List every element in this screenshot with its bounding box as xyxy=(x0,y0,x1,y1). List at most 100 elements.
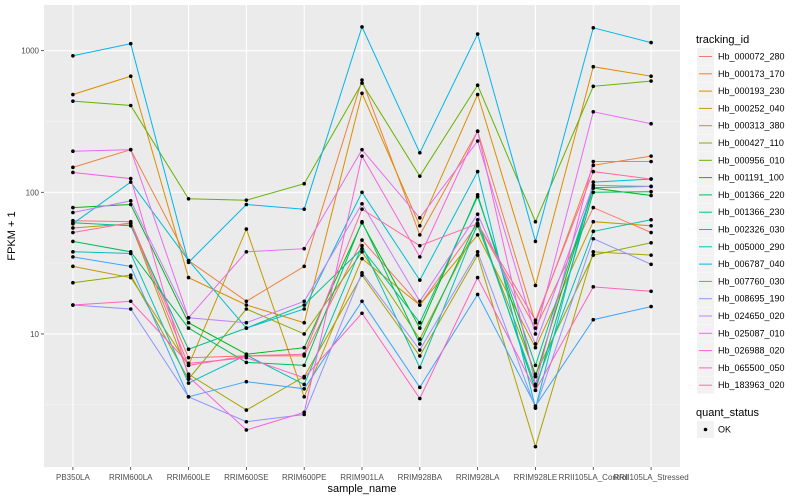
data-point xyxy=(360,81,364,85)
data-point xyxy=(71,239,75,244)
data-point xyxy=(244,307,249,311)
data-point xyxy=(533,283,538,288)
data-point xyxy=(591,205,596,210)
data-point xyxy=(533,318,538,323)
y-axis-title: FPKM + 1 xyxy=(6,211,18,260)
data-point xyxy=(360,190,364,195)
legend-label: Hb_026988_020 xyxy=(718,346,785,356)
legend-label: Hb_008695_190 xyxy=(718,294,785,304)
data-point xyxy=(128,251,133,256)
data-point xyxy=(302,382,306,387)
data-point xyxy=(128,103,133,108)
x-tick-label: RRIM600PE xyxy=(282,473,326,482)
data-point xyxy=(475,275,480,280)
legend-label: Hb_000956_010 xyxy=(718,155,785,165)
data-point xyxy=(360,250,364,254)
data-point xyxy=(591,183,596,188)
data-point xyxy=(71,53,75,58)
data-point xyxy=(533,444,538,449)
legend-label: Hb_001366_230 xyxy=(718,207,785,217)
x-tick-label: RRIM928LE xyxy=(514,473,558,482)
data-point xyxy=(591,236,596,241)
data-point xyxy=(591,219,596,224)
legend-label: Hb_000193_230 xyxy=(718,86,785,96)
legend-label: Hb_000427_110 xyxy=(718,138,784,148)
data-point xyxy=(475,233,480,237)
data-point xyxy=(71,280,75,285)
data-point xyxy=(533,382,538,387)
data-point xyxy=(649,253,653,257)
data-point xyxy=(591,169,596,174)
data-point xyxy=(649,79,653,83)
data-point xyxy=(128,199,133,203)
data-point xyxy=(186,355,191,360)
x-tick-label: RRIM600SE xyxy=(224,473,268,482)
data-point xyxy=(591,25,596,30)
data-point xyxy=(128,74,133,79)
legend-label: Hb_000173_170 xyxy=(718,69,785,79)
data-point xyxy=(475,292,480,297)
marker-legend-label: OK xyxy=(718,425,731,435)
x-tick-label: PB350LA xyxy=(56,473,90,482)
data-point xyxy=(360,201,364,206)
data-point xyxy=(475,250,480,254)
data-point xyxy=(360,91,364,96)
data-point xyxy=(533,345,538,350)
data-point xyxy=(360,25,364,29)
data-point xyxy=(418,299,422,304)
data-point xyxy=(418,385,422,390)
legend-label: Hb_005000_290 xyxy=(718,242,785,252)
data-point xyxy=(475,32,480,36)
data-point xyxy=(418,337,422,341)
legend-label: Hb_025087_010 xyxy=(718,328,785,338)
data-point xyxy=(591,285,596,289)
data-point xyxy=(244,198,249,202)
data-point xyxy=(649,189,653,194)
data-point xyxy=(649,177,653,181)
data-point xyxy=(128,264,133,269)
x-axis: PB350LA RRIM600LA RRIM600LE RRIM600SE RRIM60… xyxy=(56,467,689,482)
legend-items: Hb_000072_280 Hb_000173_170 Hb_000193_230 H… xyxy=(697,48,785,394)
x-tick-label: RRIM901LA xyxy=(340,473,384,482)
data-point xyxy=(71,250,75,254)
data-point xyxy=(71,205,75,210)
data-point xyxy=(649,230,653,235)
y-tick-label: 10 xyxy=(30,330,39,339)
data-point xyxy=(418,396,422,401)
data-point xyxy=(244,326,249,330)
data-point xyxy=(71,230,75,235)
data-point xyxy=(475,169,480,174)
data-point xyxy=(244,360,249,365)
data-point xyxy=(244,320,249,325)
data-point xyxy=(128,273,133,277)
data-point xyxy=(475,83,480,88)
data-point xyxy=(649,193,653,198)
data-point xyxy=(244,419,249,424)
x-tick-label: RRIM928LA xyxy=(456,473,500,482)
data-point xyxy=(302,207,306,211)
data-point xyxy=(302,181,306,186)
data-point xyxy=(244,354,249,358)
data-point xyxy=(649,262,653,267)
data-point xyxy=(591,180,596,184)
legend-label: Hb_006787_040 xyxy=(718,259,785,269)
data-point xyxy=(360,219,364,224)
data-point xyxy=(186,363,191,368)
data-point xyxy=(475,217,480,222)
data-point xyxy=(418,303,422,307)
data-point xyxy=(302,345,306,350)
data-point xyxy=(71,165,75,170)
data-point xyxy=(186,326,191,330)
data-point xyxy=(418,278,422,282)
legend-label: Hb_024650_020 xyxy=(718,311,785,321)
data-point xyxy=(302,299,306,304)
data-point xyxy=(128,147,133,152)
data-points xyxy=(71,25,653,449)
data-point xyxy=(591,64,596,69)
data-point xyxy=(186,275,191,280)
data-point xyxy=(418,224,422,228)
data-point xyxy=(71,226,75,230)
data-point xyxy=(244,202,249,207)
data-point xyxy=(418,255,422,259)
